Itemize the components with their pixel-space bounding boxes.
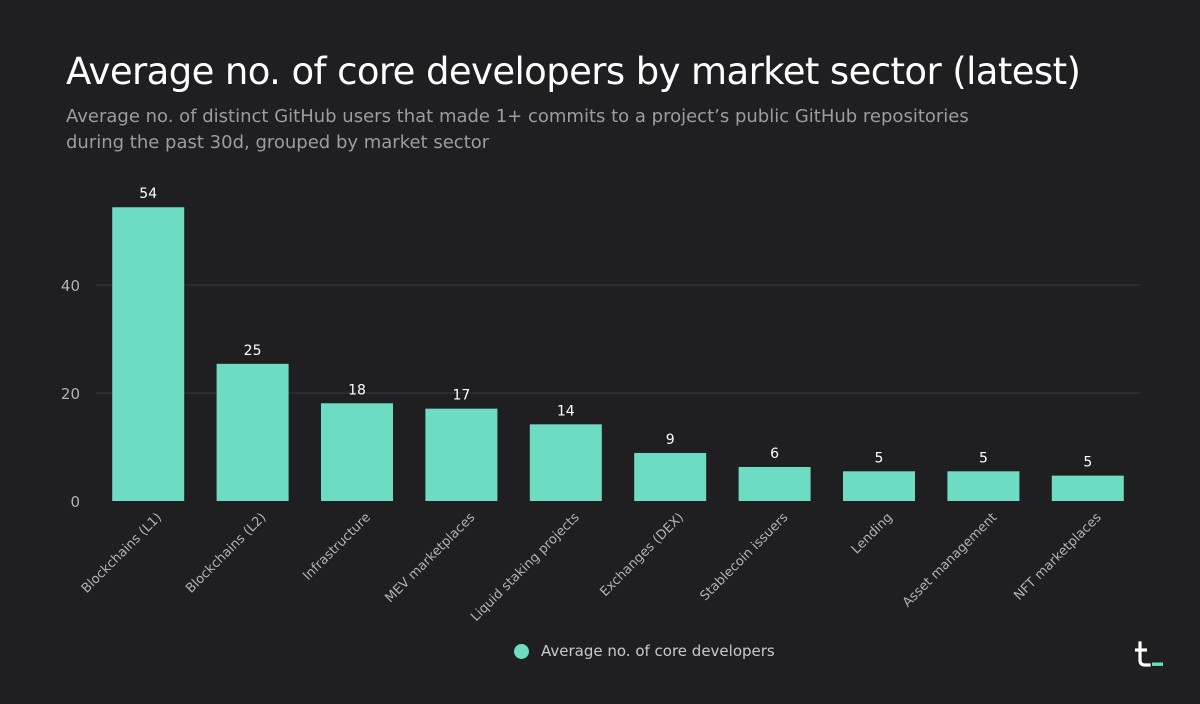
x-tick-label: Infrastructure xyxy=(300,510,374,584)
data-label: 25 xyxy=(244,343,262,359)
bar-chart: 0 20 40 54 25 18 17 14 9 6 5 5 5 Blockchains (L1) Bl… xyxy=(61,186,1140,625)
data-label: 14 xyxy=(557,403,575,419)
data-label: 5 xyxy=(1083,455,1092,471)
chart-title: Average no. of core developers by market… xyxy=(66,50,1081,93)
legend-swatch xyxy=(514,643,529,659)
legend: Average no. of core developers xyxy=(514,642,775,660)
x-tick-label: Exchanges (DEX) xyxy=(597,510,687,600)
x-tick-label: MEV marketplaces xyxy=(383,510,479,606)
x-tick-label: Asset management xyxy=(900,510,1000,610)
x-tick-label: Lending xyxy=(849,510,896,557)
bar xyxy=(529,424,602,501)
bar xyxy=(738,466,811,501)
bar xyxy=(216,363,289,501)
x-tick-label: NFT marketplaces xyxy=(1011,510,1104,603)
data-label: 6 xyxy=(770,446,779,462)
bar xyxy=(634,452,707,501)
y-tick-label: 20 xyxy=(61,385,80,403)
y-tick-label: 0 xyxy=(70,493,80,511)
bar xyxy=(1051,475,1124,501)
bar xyxy=(112,207,185,502)
legend-label: Average no. of core developers xyxy=(541,642,775,660)
chart-subtitle: Average no. of distinct GitHub users tha… xyxy=(66,106,969,153)
bar xyxy=(947,471,1020,501)
data-label: 17 xyxy=(452,388,470,404)
data-label: 5 xyxy=(979,450,988,466)
x-tick-label: Blockchains (L2) xyxy=(183,510,269,596)
y-tick-label: 40 xyxy=(61,277,80,295)
x-axis-labels: Blockchains (L1) Blockchains (L2) Infrastr… xyxy=(79,510,1105,625)
data-label: 9 xyxy=(666,432,675,448)
bar xyxy=(425,408,498,501)
bars xyxy=(112,207,1124,502)
bar xyxy=(843,471,915,501)
x-tick-label: Stablecoin issuers xyxy=(698,510,792,604)
data-label: 18 xyxy=(348,382,366,398)
token-terminal-logo-icon xyxy=(1135,641,1163,667)
value-labels: 54 25 18 17 14 9 6 5 5 5 xyxy=(139,186,1092,470)
x-tick-label: Blockchains (L1) xyxy=(79,510,165,596)
x-tick-label: Liquid staking projects xyxy=(468,510,583,625)
y-axis-ticks: 0 20 40 xyxy=(61,277,80,511)
data-label: 5 xyxy=(875,450,884,466)
bar xyxy=(321,403,393,501)
data-label: 54 xyxy=(139,186,157,202)
